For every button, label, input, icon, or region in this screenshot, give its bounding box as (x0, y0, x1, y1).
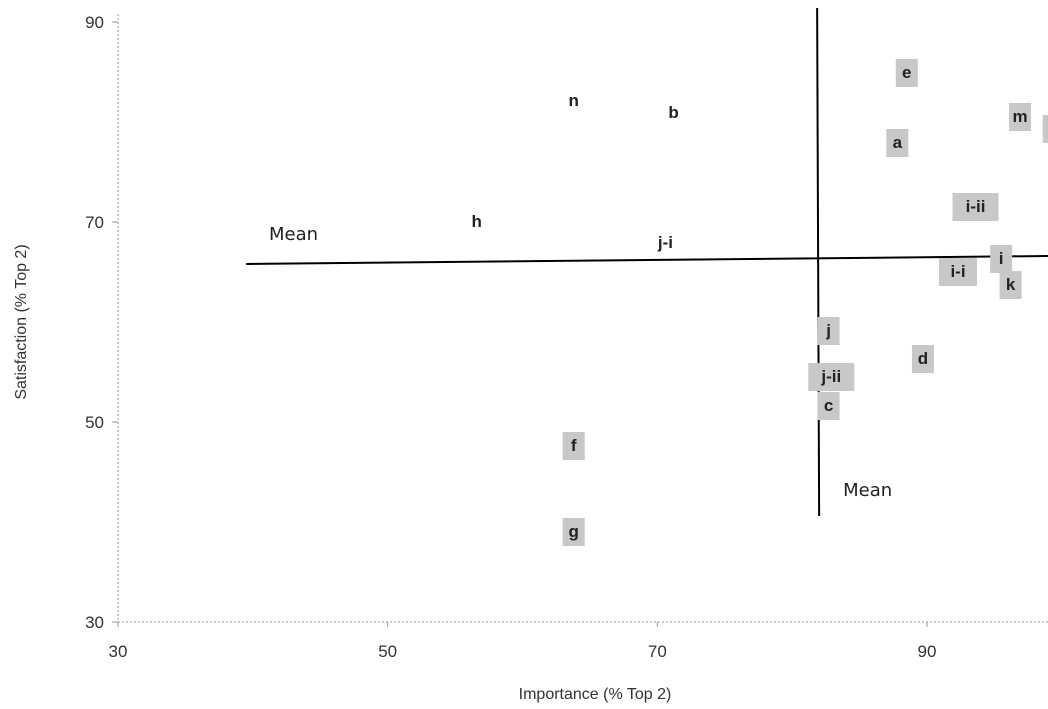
data-point-box (817, 392, 840, 420)
data-point: j-ii (808, 363, 855, 391)
data-point: j-i (657, 233, 673, 252)
data-point-label: f (571, 436, 577, 455)
x-axis-title: Importance (% Top 2) (519, 686, 672, 703)
data-point-box (911, 345, 934, 373)
data-point: j (817, 317, 840, 345)
data-point-label: j (825, 321, 831, 340)
data-point: g (562, 518, 585, 546)
y-tick-label: 50 (85, 413, 104, 432)
data-point-label: g (569, 522, 579, 541)
data-point: i (990, 245, 1013, 273)
axes (117, 14, 1048, 623)
data-point-label: m (1012, 107, 1027, 126)
data-point-box (999, 271, 1022, 299)
data-point: d (911, 345, 934, 373)
data-point: k (999, 271, 1022, 299)
data-point-box (808, 363, 855, 391)
x-tick-label: 70 (648, 642, 667, 661)
mean-lines: Mean Mean (246, 7, 1048, 517)
data-point: e (895, 59, 918, 87)
data-point-label: a (893, 133, 903, 152)
data-point: i-ii (952, 193, 999, 221)
y-tick-label: 70 (85, 213, 104, 232)
y-axis-title: Satisfaction (% Top 2) (13, 244, 30, 399)
y-axis-ticks: 30 50 70 90 (85, 13, 118, 632)
data-point-box (895, 59, 918, 87)
data-point-label: j-i (657, 233, 673, 252)
data-point-label: k (1006, 275, 1016, 294)
mean-line-horizontal (246, 255, 1048, 265)
data-point: l (1042, 115, 1048, 143)
data-point-box (952, 193, 999, 221)
data-point-label: d (918, 349, 928, 368)
data-point: h (471, 212, 481, 231)
data-point-label: i (999, 249, 1004, 268)
data-point-label: h (471, 212, 481, 231)
data-point-label: e (902, 63, 911, 82)
data-point: a (886, 129, 909, 157)
data-point-label: j-ii (820, 367, 841, 386)
data-point-box (1009, 103, 1032, 131)
data-point: m (1009, 103, 1032, 131)
x-tick-label: 50 (378, 642, 397, 661)
data-point: n (569, 91, 579, 110)
data-point-box (817, 317, 840, 345)
data-point-label: b (668, 103, 678, 122)
x-axis-ticks: 30 50 70 90 (109, 622, 937, 661)
data-point-label: i-i (950, 262, 965, 281)
x-tick-label: 30 (109, 642, 128, 661)
y-tick-label: 30 (85, 613, 104, 632)
data-point-box (562, 432, 585, 460)
data-point-label: i-ii (966, 197, 986, 216)
mean-line-vertical (816, 7, 821, 517)
data-point-label: n (569, 91, 579, 110)
mean-label-horizontal: Mean (269, 224, 318, 245)
data-point-box (562, 518, 585, 546)
data-point: c (817, 392, 840, 420)
mean-label-vertical: Mean (843, 480, 892, 501)
data-point-box (886, 129, 909, 157)
data-point: b (668, 103, 678, 122)
data-point: i-i (939, 258, 978, 286)
x-tick-label: 90 (918, 642, 937, 661)
y-tick-label: 90 (85, 13, 104, 32)
data-point-box (939, 258, 978, 286)
data-point-box (1042, 115, 1048, 143)
data-point: f (562, 432, 585, 460)
data-point-box (990, 245, 1013, 273)
data-point-label: c (824, 396, 833, 415)
